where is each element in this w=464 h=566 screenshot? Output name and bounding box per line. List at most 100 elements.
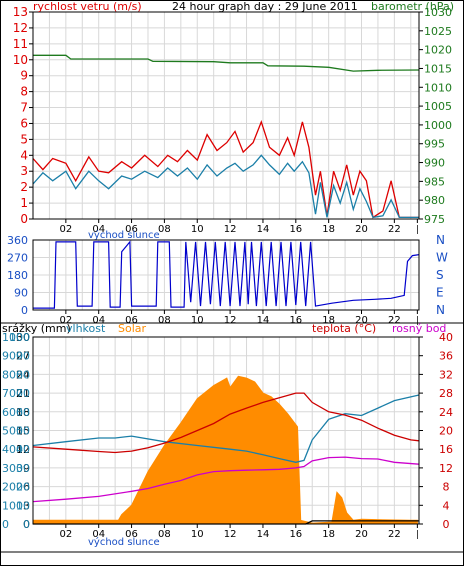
temperature-tick-label: 24 — [439, 406, 453, 419]
x-tick-label: 02 — [59, 224, 72, 235]
wind-tick-label: 3 — [20, 164, 28, 178]
pressure-tick-label: 1000 — [424, 119, 452, 132]
pressure-tick-label: 1005 — [424, 100, 452, 113]
solar-tick-label: 300 — [2, 462, 23, 475]
x-tick-label: 02 — [59, 529, 72, 540]
wind-tick-label: 0 — [20, 212, 28, 226]
x-tick-label: 14 — [257, 315, 270, 326]
x-tick-label: | — [416, 530, 419, 540]
temperature-tick-label: 4 — [443, 499, 450, 512]
x-tick-label: | — [416, 316, 419, 326]
x-tick-label: 06 — [125, 529, 138, 540]
direction-tick-label: 360 — [7, 234, 28, 247]
temperature-legend: teplota (°C) — [312, 322, 376, 335]
solar-tick-label: 600 — [2, 406, 23, 419]
x-tick-label: 10 — [191, 529, 204, 540]
humidity-tick-label: 20 — [16, 481, 30, 494]
x-tick-label: 12 — [224, 315, 237, 326]
dewpoint-line — [32, 456, 420, 503]
x-tick-label: 18 — [322, 224, 335, 235]
x-tick-label: 18 — [322, 529, 335, 540]
pressure-tick-label: 1015 — [424, 62, 452, 75]
wind-tick-label: 6 — [20, 116, 28, 130]
pressure-tick-label: 985 — [424, 175, 445, 188]
solar-tick-label: 800 — [2, 368, 23, 381]
pressure-axis-title: barometr (hPa) — [371, 0, 454, 13]
temperature-tick-label: 40 — [439, 331, 453, 344]
rain-tick-label: 30 — [16, 331, 30, 344]
pressure-tick-label: 990 — [424, 157, 445, 170]
x-tick-label: 22 — [388, 315, 401, 326]
humidity-tick-label: 40 — [16, 443, 30, 456]
temperature-tick-label: 36 — [439, 350, 453, 363]
solar-tick-label: 0 — [2, 518, 9, 531]
compass-label: N — [436, 303, 445, 317]
series-line-pressure — [33, 54, 420, 72]
wind-pressure-panel: 0123456789101112139759809859909951000100… — [13, 0, 454, 241]
x-tick-label: 16 — [289, 529, 302, 540]
direction-plot-border — [32, 239, 420, 311]
wind-axis-title: rychlost vetru (m/s) — [33, 0, 142, 13]
direction-tick-label: 0 — [21, 304, 28, 317]
x-tick-label: 04 — [92, 315, 105, 326]
rain-tick-label: 21 — [16, 387, 30, 400]
humidity-tick-label: 0 — [23, 518, 30, 531]
humidity-line — [32, 394, 420, 463]
temperature-tick-label: 16 — [439, 443, 453, 456]
dewpoint-legend: rosný bod — [392, 322, 446, 335]
solar-tick-label: 900 — [2, 350, 23, 363]
chart-title: 24 hour graph day : 29 June 2011 — [172, 0, 358, 13]
wind-tick-label: 9 — [20, 69, 28, 83]
x-tick-label: 08 — [158, 529, 171, 540]
x-tick-label: 02 — [59, 315, 72, 326]
rain-tick-label: 0 — [23, 518, 30, 531]
x-tick-label: 06 — [125, 224, 138, 235]
wind-tick-label: 13 — [13, 5, 28, 19]
compass-label: E — [436, 286, 444, 300]
x-tick-label: 16 — [289, 224, 302, 235]
humidity-legend: vlhkost — [66, 322, 106, 335]
wind-tick-label: 12 — [13, 21, 28, 35]
x-tick-label: 16 — [289, 315, 302, 326]
solar-tick-label: 200 — [2, 481, 23, 494]
x-tick-label: 14 — [257, 224, 270, 235]
humidity-tick-label: 70 — [16, 387, 30, 400]
x-tick-label: 14 — [257, 529, 270, 540]
temperature-line — [32, 392, 420, 454]
wind-tick-label: 2 — [20, 180, 28, 194]
compass-label: W — [436, 251, 448, 265]
temperature-tick-label: 0 — [443, 518, 450, 531]
x-tick-label: 20 — [355, 529, 368, 540]
x-tick-label: 12 — [224, 529, 237, 540]
pressure-tick-label: 1025 — [424, 25, 452, 38]
wind-tick-label: 8 — [20, 85, 28, 99]
x-tick-label: 10 — [191, 224, 204, 235]
wind-tick-label: 4 — [20, 148, 28, 162]
direction-tick-label: 90 — [14, 287, 28, 300]
rain-tick-label: 3 — [23, 499, 30, 512]
x-tick-label: 08 — [158, 315, 171, 326]
humidity-tick-label: 10 — [16, 499, 30, 512]
solar-tick-label: 500 — [2, 425, 23, 438]
humidity-tick-label: 100 — [9, 331, 30, 344]
temperature-tick-label: 12 — [439, 462, 453, 475]
rain-tick-label: 27 — [16, 350, 30, 363]
x-tick-label: 20 — [355, 315, 368, 326]
sunrise-label: východ slunce — [88, 536, 160, 548]
pressure-tick-label: 980 — [424, 194, 445, 207]
solar-tick-label: 100 — [2, 499, 23, 512]
wind-tick-label: 11 — [13, 37, 28, 51]
rain-tick-label: 6 — [23, 481, 30, 494]
solar-tick-label: 400 — [2, 443, 23, 456]
rain-tick-label: 18 — [16, 406, 30, 419]
temperature-tick-label: 28 — [439, 387, 453, 400]
x-tick-label: 18 — [322, 315, 335, 326]
x-tick-label: 22 — [388, 224, 401, 235]
humidity-tick-label: 50 — [16, 425, 30, 438]
humidity-tick-label: 80 — [16, 368, 30, 381]
pressure-tick-label: 1020 — [424, 44, 452, 57]
solar-tick-label: 1000 — [2, 331, 30, 344]
temperature-tick-label: 32 — [439, 368, 453, 381]
